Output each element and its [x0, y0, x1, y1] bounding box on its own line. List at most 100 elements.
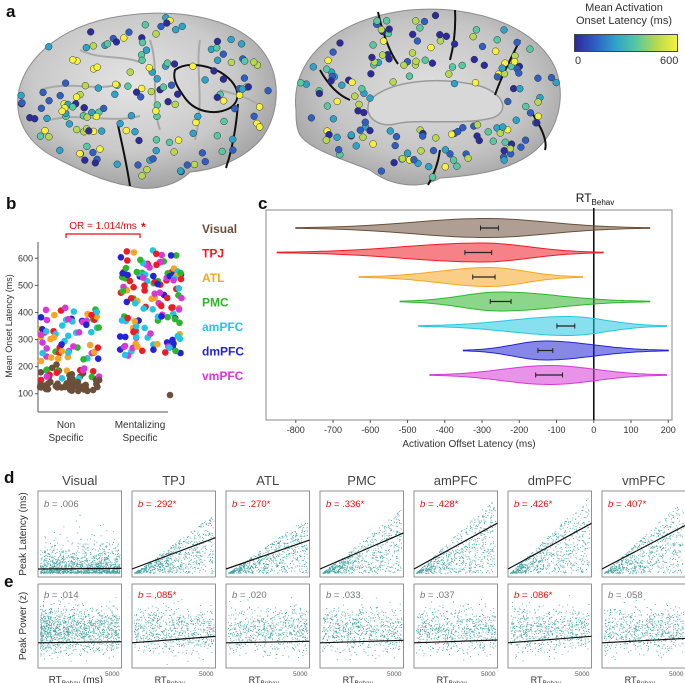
panel-b-point-nonspecific — [54, 355, 62, 362]
electrode-dot — [446, 150, 454, 158]
electrode-dot — [378, 51, 387, 59]
electrode-dot — [43, 114, 51, 123]
panel-b-point-nonspecific — [37, 384, 45, 391]
electrode-dot — [408, 49, 417, 57]
panel-e-xlabel: RTBehav (ms) — [49, 675, 103, 683]
electrode-dot — [400, 61, 408, 69]
panel-b-point-nonspecific — [51, 311, 58, 319]
electrode-dot — [219, 97, 228, 105]
panel-b-point-nonspecific — [70, 308, 78, 315]
electrode-dot — [94, 84, 102, 92]
panel-d-b-symbol: b — [138, 499, 143, 510]
panel-b-ytick-label: 100 — [18, 389, 33, 399]
electrode-dot — [409, 30, 417, 39]
panel-d-b-symbol: b — [608, 499, 613, 510]
electrode-dot — [352, 142, 360, 150]
electrode-dot — [45, 43, 53, 51]
electrode-dot — [324, 56, 332, 65]
electrode-dot — [72, 93, 81, 101]
panel-b-point-nonspecific — [94, 355, 102, 363]
electrode-dot — [445, 70, 453, 78]
panel-e-ylabel: Peak Power (z) — [18, 592, 29, 660]
panel-b-significance-bracket — [65, 233, 141, 238]
panel-e-plot-frame — [507, 583, 592, 669]
panel-b-point-mentalizing — [153, 250, 160, 258]
electrode-dot — [392, 132, 401, 141]
panel-d-b-value: b = .407* — [608, 499, 647, 510]
panel-b-annotation: OR = 1.014/ms — [69, 221, 137, 232]
electrode-dot — [366, 94, 374, 102]
panel-b-point-nonspecific — [94, 344, 102, 352]
electrode-dot — [323, 102, 332, 110]
electrode-dot — [405, 72, 414, 80]
panel-b-ytick-label: 300 — [18, 335, 33, 345]
panel-b-group1-label-2: Specific — [48, 433, 83, 444]
electrode-dot — [116, 119, 124, 128]
panel-e-points — [322, 597, 403, 660]
electrode-dot — [534, 98, 542, 106]
electrode-dot — [142, 46, 151, 54]
electrode-dot — [348, 78, 356, 86]
panel-b-point-mentalizing — [119, 287, 127, 295]
electrode-dot — [124, 82, 132, 90]
panel-b-point-mentalizing — [137, 256, 144, 264]
electrode-dot — [112, 38, 121, 46]
panel-d-b-number: = .336* — [331, 499, 364, 510]
electrode-dot — [237, 40, 246, 48]
panel-b-point-mentalizing — [124, 257, 131, 264]
panel-b-point-nonspecific — [37, 369, 45, 376]
panel-e-plot-frame — [601, 583, 685, 669]
electrode-dot — [157, 22, 165, 31]
electrode-dot — [382, 17, 391, 25]
electrode-dot — [152, 30, 160, 38]
panel-b-point-mentalizing — [158, 251, 165, 259]
panel-b-point-mentalizing — [120, 343, 128, 351]
electrode-dot — [416, 24, 424, 32]
panel-e-xlabel: RTBehav — [531, 675, 562, 683]
panel-b-point-nonspecific — [42, 306, 50, 314]
electrode-dot — [132, 88, 141, 96]
electrode-dot — [135, 136, 143, 145]
panel-c-violin-amPFC — [418, 316, 667, 336]
panel-b-point-nonspecific — [58, 375, 66, 382]
electrode-dot — [250, 58, 258, 66]
panel-b-point-mentalizing — [172, 347, 179, 355]
panel-c-xtick-label: -600 — [361, 425, 379, 435]
panel-b-point-mentalizing — [154, 340, 161, 348]
panel-e-xtick-label: 5000 — [199, 671, 214, 678]
electrode-dot — [111, 90, 119, 98]
electrode-dot — [174, 90, 182, 98]
electrode-dot — [504, 97, 512, 106]
panel-b-point-mentalizing — [134, 343, 141, 350]
electrode-dot — [213, 37, 222, 46]
electrode-dot — [65, 120, 74, 128]
panel-e-fit-line — [507, 635, 592, 644]
panel-e-b-number: = .058 — [613, 590, 642, 601]
electrode-dot — [174, 136, 183, 144]
electrode-dot — [472, 26, 481, 34]
panel-c-xtick-label: -800 — [287, 425, 305, 435]
electrode-dot — [386, 127, 394, 135]
panel-b-point-mentalizing — [173, 252, 180, 259]
electrode-dot — [398, 155, 407, 163]
electrode-dot — [138, 38, 147, 47]
electrode-dot — [183, 161, 191, 169]
electrode-dot — [83, 142, 91, 151]
electrode-dot — [410, 156, 418, 164]
panel-e-xtick-label: 5000 — [387, 671, 402, 678]
electrode-dot — [241, 57, 249, 65]
panel-b-point-mentalizing — [156, 289, 164, 297]
brain-lateral-view — [17, 12, 277, 189]
electrode-dot — [89, 42, 97, 50]
electrode-dot — [213, 44, 221, 52]
panel-c-rt-label: RTBehav — [576, 191, 614, 207]
electrode-dot — [369, 41, 377, 49]
electrode-dot — [391, 141, 399, 150]
panel-e-b-symbol: b — [326, 590, 331, 601]
panel-d-b-value: b = .006 — [44, 499, 79, 510]
electrode-dot — [255, 103, 264, 111]
panel-e-fit-line — [225, 640, 310, 644]
electrode-dot — [431, 11, 440, 20]
electrode-dot — [39, 88, 47, 97]
